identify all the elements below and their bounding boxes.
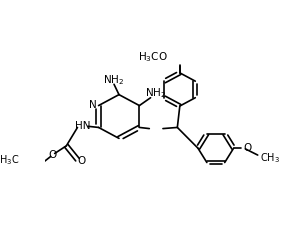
Text: CH$_3$: CH$_3$ <box>260 152 280 165</box>
Text: H$_3$C: H$_3$C <box>0 153 20 167</box>
Text: O: O <box>49 150 57 160</box>
Text: H$_3$CO: H$_3$CO <box>138 50 168 64</box>
Text: N: N <box>89 100 97 110</box>
Text: NH$_2$: NH$_2$ <box>145 87 166 100</box>
Text: NH$_2$: NH$_2$ <box>103 73 125 87</box>
Text: O: O <box>77 156 85 166</box>
Text: HN: HN <box>75 121 90 131</box>
Text: O: O <box>243 143 251 153</box>
